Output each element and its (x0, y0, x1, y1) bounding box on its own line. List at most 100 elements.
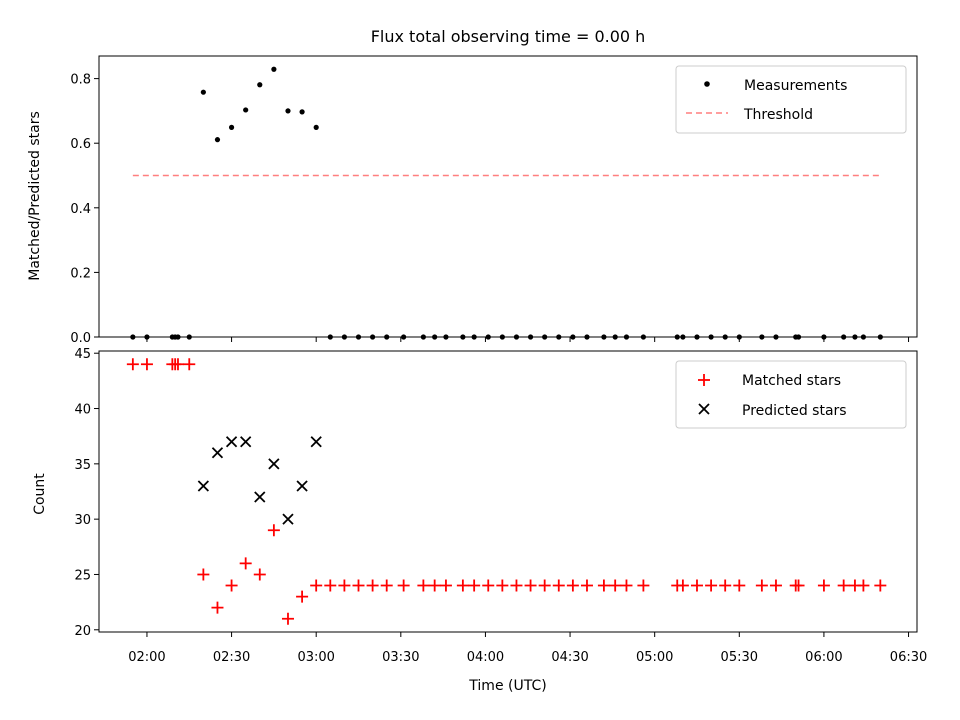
measurement-point (257, 82, 263, 88)
bottom-y-axis-label: Count (32, 473, 48, 515)
count-points (126, 358, 887, 625)
top-y-axis-label: Matched/Predicted stars (27, 111, 43, 281)
predicted-star-point (240, 436, 252, 448)
top-y-tick-label: 0.8 (70, 73, 91, 88)
legend-cross-icon (698, 403, 710, 415)
matched-star-point (524, 579, 537, 592)
legend-predicted-label: Predicted stars (742, 403, 847, 419)
matched-star-point (239, 557, 252, 570)
measurement-point (214, 137, 221, 143)
matched-star-point (580, 579, 593, 592)
matched-star-point (338, 579, 351, 592)
predicted-star-point (296, 480, 308, 492)
legend-plus-icon (698, 374, 710, 386)
matched-star-point (397, 579, 410, 592)
matched-star-point (676, 579, 689, 592)
matched-star-point (225, 579, 238, 592)
top-y-tick-label: 0.2 (70, 266, 91, 281)
matched-star-point (733, 579, 746, 592)
predicted-star-point (254, 491, 266, 503)
matched-star-point (428, 579, 441, 592)
matched-star-point (296, 590, 309, 603)
matched-star-point (755, 579, 768, 592)
top-y-tick-label: 0.0 (70, 331, 91, 346)
matched-star-point (690, 579, 703, 592)
bottom-x-tick-label: 05:30 (721, 650, 758, 665)
matched-star-point (183, 358, 196, 371)
measurement-point (271, 66, 277, 72)
matched-star-point (267, 524, 280, 537)
measurement-points (130, 66, 883, 340)
measurement-point (313, 124, 319, 130)
measurement-point (285, 108, 291, 114)
bottom-x-tick-label: 03:30 (382, 650, 419, 665)
matched-star-point (769, 579, 782, 592)
bottom-axes-frame (98, 350, 918, 633)
matched-star-point (510, 579, 523, 592)
top-y-tick-label: 0.6 (70, 137, 91, 152)
bottom-x-tick-label: 06:00 (805, 650, 842, 665)
legend-measurements-label: Measurements (744, 78, 847, 94)
bottom-ticks: 20 25 30 35 40 45 02:00 02:30 03:00 03:30 04:00 04:… (74, 347, 927, 665)
top-axes-frame (98, 55, 918, 338)
top-legend: Measurements Threshold (675, 65, 907, 134)
measurement-point (299, 109, 305, 115)
matched-star-point (324, 579, 337, 592)
matched-star-point (281, 612, 294, 625)
matched-star-point (705, 579, 718, 592)
legend-matched-label: Matched stars (742, 373, 841, 389)
matched-star-point (792, 579, 805, 592)
matched-star-point (197, 568, 210, 581)
chart-title: Flux total observing time = 0.00 h (371, 27, 646, 46)
legend-threshold-label: Threshold (743, 107, 813, 123)
top-panel: Flux total observing time = 0.00 h 0.0 0.… (27, 27, 918, 346)
matched-star-point (439, 579, 452, 592)
bottom-x-tick-label: 03:00 (297, 650, 334, 665)
matched-star-point (609, 579, 622, 592)
matched-star-point (171, 358, 184, 371)
matched-star-point (482, 579, 495, 592)
predicted-star-point (282, 513, 294, 525)
matched-star-point (637, 579, 650, 592)
bottom-x-tick-label: 02:00 (128, 650, 165, 665)
matched-star-point (253, 568, 266, 581)
predicted-star-point (310, 436, 322, 448)
measurement-point (200, 89, 206, 95)
legend-dot-icon (704, 81, 710, 87)
bottom-legend: Matched stars Predicted stars (675, 360, 907, 429)
matched-star-point (719, 579, 732, 592)
predicted-star-point (197, 480, 210, 492)
bottom-legend-box (675, 360, 907, 429)
measurement-point (243, 107, 249, 113)
matched-star-point (597, 579, 610, 592)
measurement-point (228, 124, 235, 130)
matched-star-point (620, 579, 633, 592)
predicted-star-point (225, 436, 238, 448)
predicted-star-point (211, 447, 224, 459)
matched-star-point (456, 579, 469, 592)
matched-star-point (468, 579, 481, 592)
matched-star-point (817, 579, 830, 592)
matched-star-point (566, 579, 579, 592)
bottom-x-tick-label: 02:30 (213, 650, 250, 665)
bottom-x-tick-label: 06:30 (890, 650, 927, 665)
bottom-y-tick-label: 40 (74, 403, 91, 418)
bottom-x-tick-label: 04:30 (551, 650, 588, 665)
matched-star-point (837, 579, 850, 592)
top-ticks: 0.0 0.2 0.4 0.6 0.8 (70, 73, 910, 346)
matched-star-point (538, 579, 551, 592)
bottom-y-tick-label: 20 (74, 624, 91, 639)
bottom-y-tick-label: 35 (74, 458, 91, 473)
bottom-x-tick-label: 05:00 (636, 650, 673, 665)
matched-star-point (496, 579, 509, 592)
matched-star-point (211, 601, 224, 614)
matched-star-point (857, 579, 870, 592)
top-legend-box (675, 65, 907, 134)
bottom-y-tick-label: 30 (74, 513, 91, 528)
bottom-x-tick-label: 04:00 (467, 650, 504, 665)
predicted-star-point (268, 458, 280, 470)
bottom-y-tick-label: 25 (74, 568, 91, 583)
bottom-panel: 20 25 30 35 40 45 02:00 02:30 03:00 03:30 04:00 04:… (32, 347, 927, 694)
matched-star-point (417, 579, 430, 592)
